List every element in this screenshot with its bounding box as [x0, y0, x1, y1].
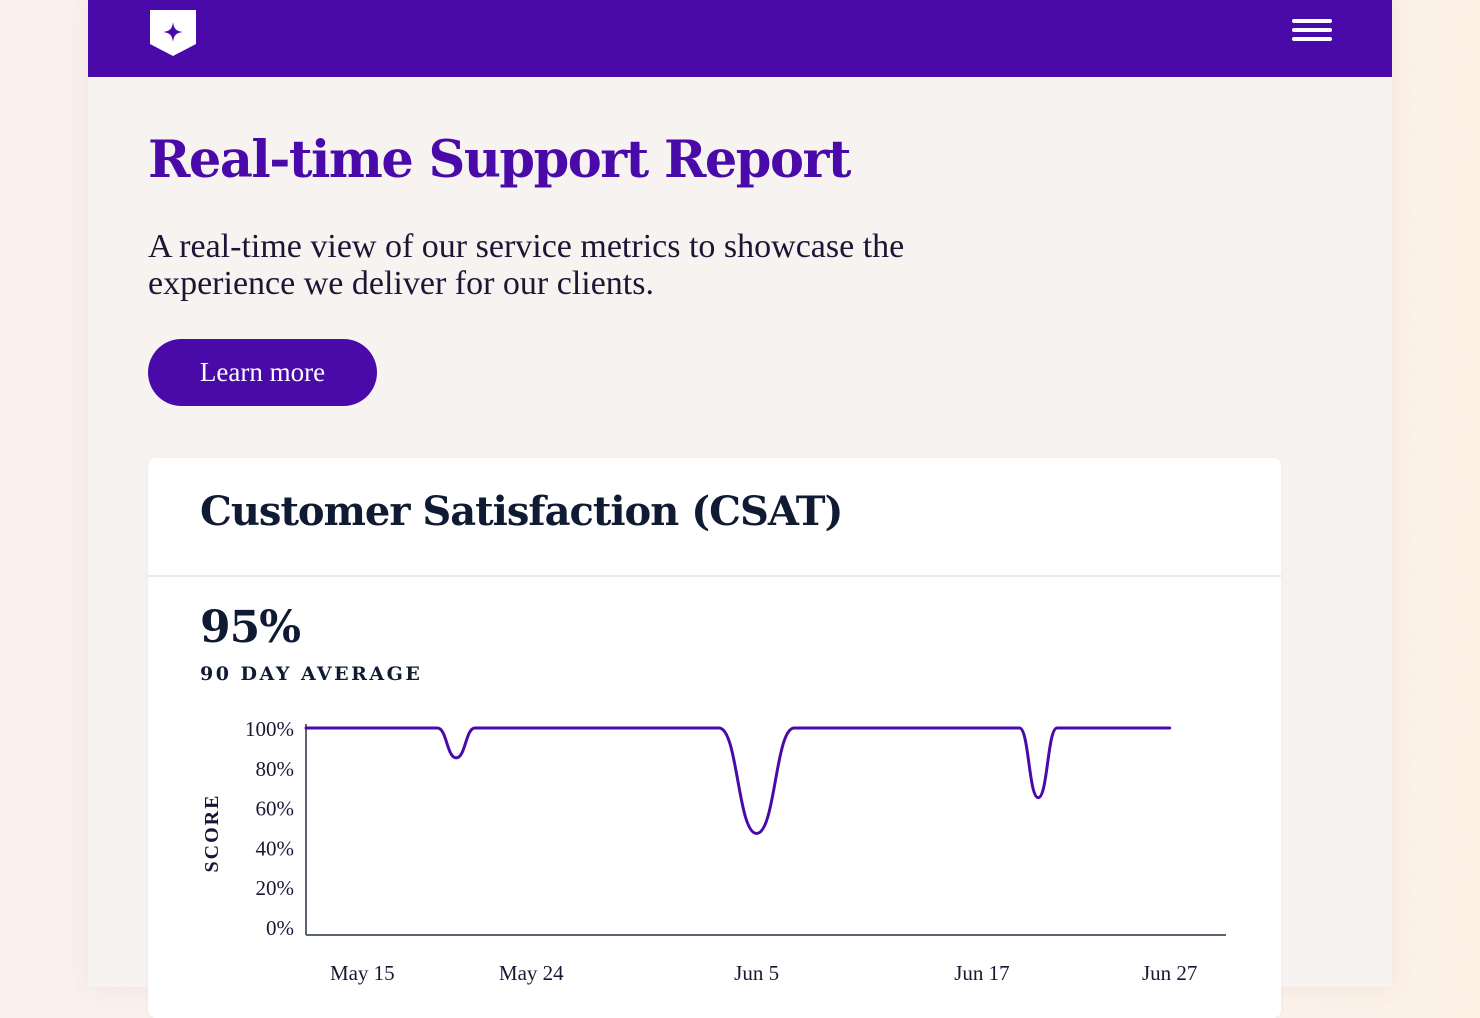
x-tick-label: May 24	[499, 961, 564, 985]
y-tick-label: 80%	[256, 757, 295, 781]
card-divider	[148, 575, 1281, 577]
x-tick-label: May 15	[330, 961, 395, 985]
hamburger-menu-icon[interactable]	[1292, 19, 1332, 47]
page-title: Real-time Support Report	[148, 130, 851, 190]
learn-more-button[interactable]: Learn more	[148, 339, 377, 406]
y-tick-label: 60%	[256, 797, 295, 821]
series-line	[304, 726, 1172, 835]
csat-card: Customer Satisfaction (CSAT) 95% 90 DAY …	[148, 458, 1281, 1018]
y-axis-title: SCORE	[201, 794, 223, 873]
page: Real-time Support Report A real-time vie…	[88, 0, 1392, 1018]
y-tick-label: 0%	[266, 916, 294, 940]
csat-average-label: 90 DAY AVERAGE	[200, 663, 423, 685]
csat-line-chart: 0% 20% 40% 60% 80% 100% SCORE May 15 May 24 Jun 5…	[201, 717, 1226, 985]
y-tick-label: 40%	[256, 836, 295, 860]
y-tick-label: 20%	[256, 876, 295, 900]
shield-star-icon[interactable]	[148, 8, 198, 58]
x-tick-label: Jun 5	[734, 961, 779, 985]
x-tick-label: Jun 17	[954, 961, 1009, 985]
x-tick-label: Jun 27	[1142, 961, 1197, 985]
page-subtitle: A real-time view of our service metrics …	[148, 228, 905, 302]
y-tick-label: 100%	[245, 717, 294, 741]
csat-card-title: Customer Satisfaction (CSAT)	[200, 488, 843, 535]
csat-average-value: 95%	[200, 602, 301, 653]
top-navigation-bar	[88, 0, 1392, 77]
